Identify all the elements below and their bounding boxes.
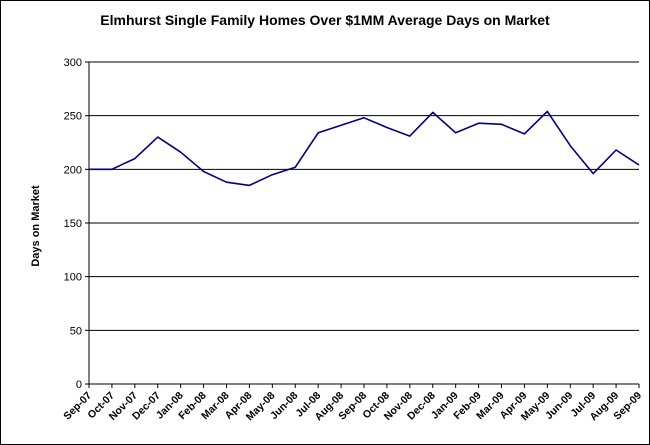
chart-title: Elmhurst Single Family Homes Over $1MM A… [100, 12, 550, 28]
series-lines [88, 110, 640, 187]
gridlines [89, 61, 639, 331]
series-line [89, 110, 640, 187]
y-tick-label: 250 [64, 111, 82, 123]
y-tick-label: 300 [64, 57, 82, 69]
y-tick-label: 200 [64, 164, 82, 176]
y-tick-label: 100 [64, 272, 82, 284]
axes [85, 61, 640, 388]
y-tick-label: 50 [70, 325, 82, 337]
y-tick-label: 0 [76, 379, 82, 391]
y-tick-label: 150 [64, 218, 82, 230]
x-tick-labels: Sep-07Oct-07Nov-07Dec-07Jan-08Feb-08Mar-… [61, 390, 644, 424]
y-tick-labels: 0 50 100 150 200 250 300 [64, 57, 82, 391]
